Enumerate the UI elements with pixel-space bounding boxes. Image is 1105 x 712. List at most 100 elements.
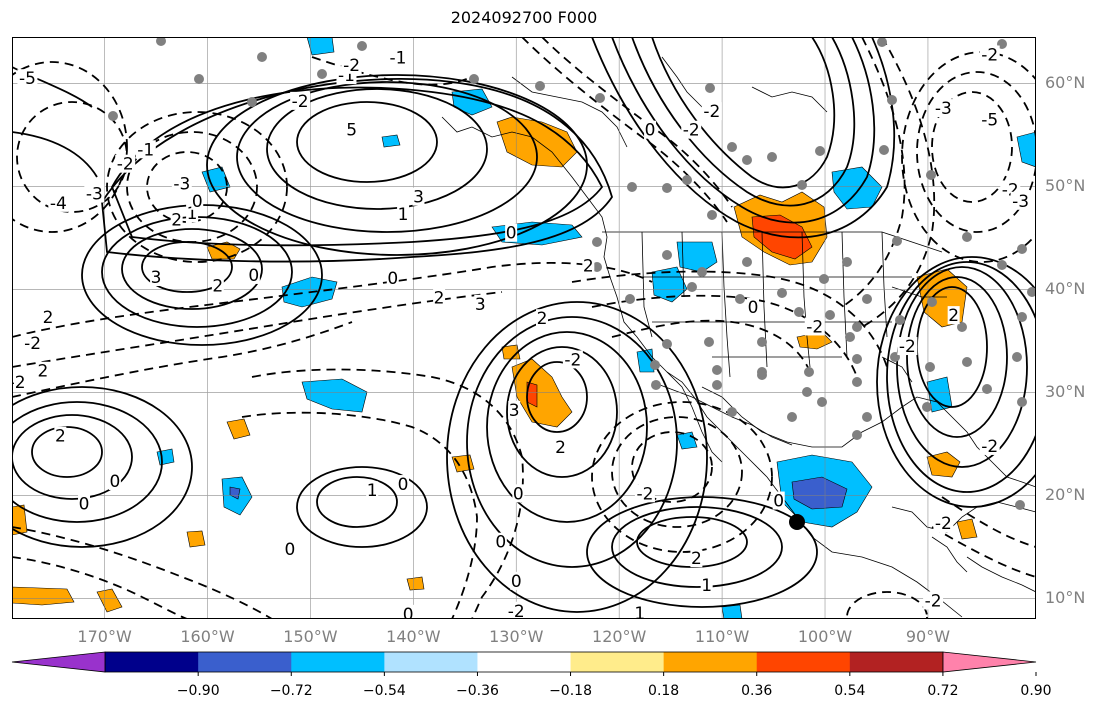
- contour-label-background: [78, 494, 91, 513]
- colorbar-tick-label: −0.72: [269, 683, 313, 699]
- longitude-label: 160°W: [180, 627, 235, 646]
- colorbar-extension-high: [942, 651, 1037, 673]
- contour-label: 0: [403, 605, 414, 619]
- colorbar-tick-label: 0.72: [927, 683, 959, 699]
- contour-label: 2: [691, 549, 702, 569]
- contour-label-background: [290, 91, 311, 110]
- colorbar-segment: [663, 652, 758, 672]
- colorbar-extension-low: [11, 651, 106, 673]
- contour-label-background: [171, 174, 192, 193]
- contour-label: -2: [683, 121, 700, 141]
- contour-label-background: [211, 276, 224, 295]
- shaded-anomaly-regions: [12, 37, 1036, 619]
- coastline: [891, 501, 1036, 533]
- contour-label: 2: [948, 306, 959, 326]
- anomaly-positive-region: [96, 588, 123, 613]
- latitude-label: 50°N: [1045, 176, 1086, 196]
- contour-label: -3: [1012, 192, 1029, 212]
- contour-label: 3: [509, 401, 520, 421]
- contour-label: 0: [506, 224, 517, 244]
- anomaly-negative-region: [721, 604, 743, 619]
- contour-label: 1: [398, 205, 409, 225]
- contour-label: 0: [773, 492, 784, 512]
- contour-label: 3: [151, 268, 162, 288]
- contour-label: -2: [981, 437, 998, 457]
- contour-label: 1: [367, 481, 378, 501]
- longitude-label: 150°W: [283, 627, 338, 646]
- anomaly-negative-region: [651, 266, 688, 303]
- contour-label: -2: [899, 337, 916, 357]
- contour-label: 2: [434, 289, 445, 309]
- contour-label-background: [1010, 191, 1031, 210]
- colorbar-segment: [105, 652, 199, 672]
- coastline: [751, 86, 828, 113]
- contour-label: 0: [387, 269, 398, 289]
- contour-label: 0: [110, 472, 121, 492]
- coastline: [511, 76, 628, 148]
- contour-label: -2: [806, 317, 823, 337]
- latitude-label: 10°N: [1045, 588, 1086, 608]
- contour-label-background: [979, 110, 1000, 129]
- contour-label-background: [474, 294, 487, 313]
- contour-label-background: [84, 184, 105, 203]
- contour-label: 3: [413, 188, 424, 208]
- latitude-label: 30°N: [1045, 382, 1086, 402]
- longitude-label: 140°W: [386, 627, 441, 646]
- contour-label-background: [283, 539, 296, 558]
- contour-label-background: [115, 154, 136, 173]
- anomaly-negative-region: [676, 241, 718, 273]
- contour-label-background: [562, 350, 583, 369]
- contour-label: 2: [171, 210, 182, 230]
- contour-label-background: [933, 99, 954, 118]
- anomaly-negative-region: [156, 448, 175, 466]
- colorbar-segment: [570, 652, 665, 672]
- colorbar-outline: [104, 651, 944, 673]
- colorbar-tick-label: −0.90: [176, 683, 220, 699]
- contour-label: 3: [475, 295, 486, 315]
- contour-label: 2: [555, 438, 566, 458]
- contour-label-background: [506, 601, 527, 619]
- contour-label-background: [700, 576, 713, 595]
- country-border: [931, 536, 968, 573]
- anomaly-positive-region: [406, 576, 425, 591]
- contour-label: 1: [701, 576, 712, 596]
- contour-label: 0: [511, 572, 522, 592]
- contour-label: -5: [19, 69, 36, 89]
- contour-label: 2: [212, 276, 223, 296]
- anomaly-negative-region: [1016, 131, 1036, 168]
- map-title: 2024092700 F000: [450, 8, 598, 27]
- latitude-label: 40°N: [1045, 279, 1086, 299]
- map-frame: 5312132002220010032000211-20232200-2-2-3…: [12, 37, 1036, 619]
- colorbar-tick-label: −0.54: [362, 683, 406, 699]
- colorbar-tick-label: −0.18: [549, 683, 592, 699]
- colorbar: [11, 651, 1037, 676]
- contour-label-background: [341, 55, 362, 74]
- contour-label-background: [170, 210, 183, 229]
- contour-label-background: [135, 140, 156, 159]
- contour-label-background: [191, 191, 204, 210]
- contour-label: 0: [79, 495, 90, 515]
- contour-label: 1: [634, 604, 645, 619]
- colorbar-tick-label: −0.36: [456, 683, 499, 699]
- contour-label: -4: [50, 194, 67, 214]
- contour-label: 1: [187, 204, 198, 224]
- contour-label: 0: [495, 533, 506, 553]
- highlight-marker: [789, 514, 805, 530]
- anomaly-positive-region: [186, 530, 206, 548]
- contour-label-background: [933, 514, 954, 533]
- anomaly-negative-region: [306, 37, 335, 56]
- contour-label-background: [690, 549, 703, 568]
- contour-label-background: [494, 532, 507, 551]
- contour-label: -3: [173, 174, 190, 194]
- colorbar-tick-label: 0.90: [1020, 683, 1052, 699]
- contour-label: 2: [43, 308, 54, 328]
- longitude-label: 90°W: [905, 627, 951, 646]
- contour-label: 5: [346, 121, 357, 141]
- contour-label-background: [345, 120, 358, 139]
- contour-label: 0: [284, 540, 295, 560]
- contour-label-background: [22, 333, 43, 352]
- anomaly-negative-region: [229, 486, 241, 500]
- anomaly-positive-region: [12, 586, 75, 606]
- contour-label-background: [386, 269, 399, 288]
- contour-label: -2: [292, 92, 309, 112]
